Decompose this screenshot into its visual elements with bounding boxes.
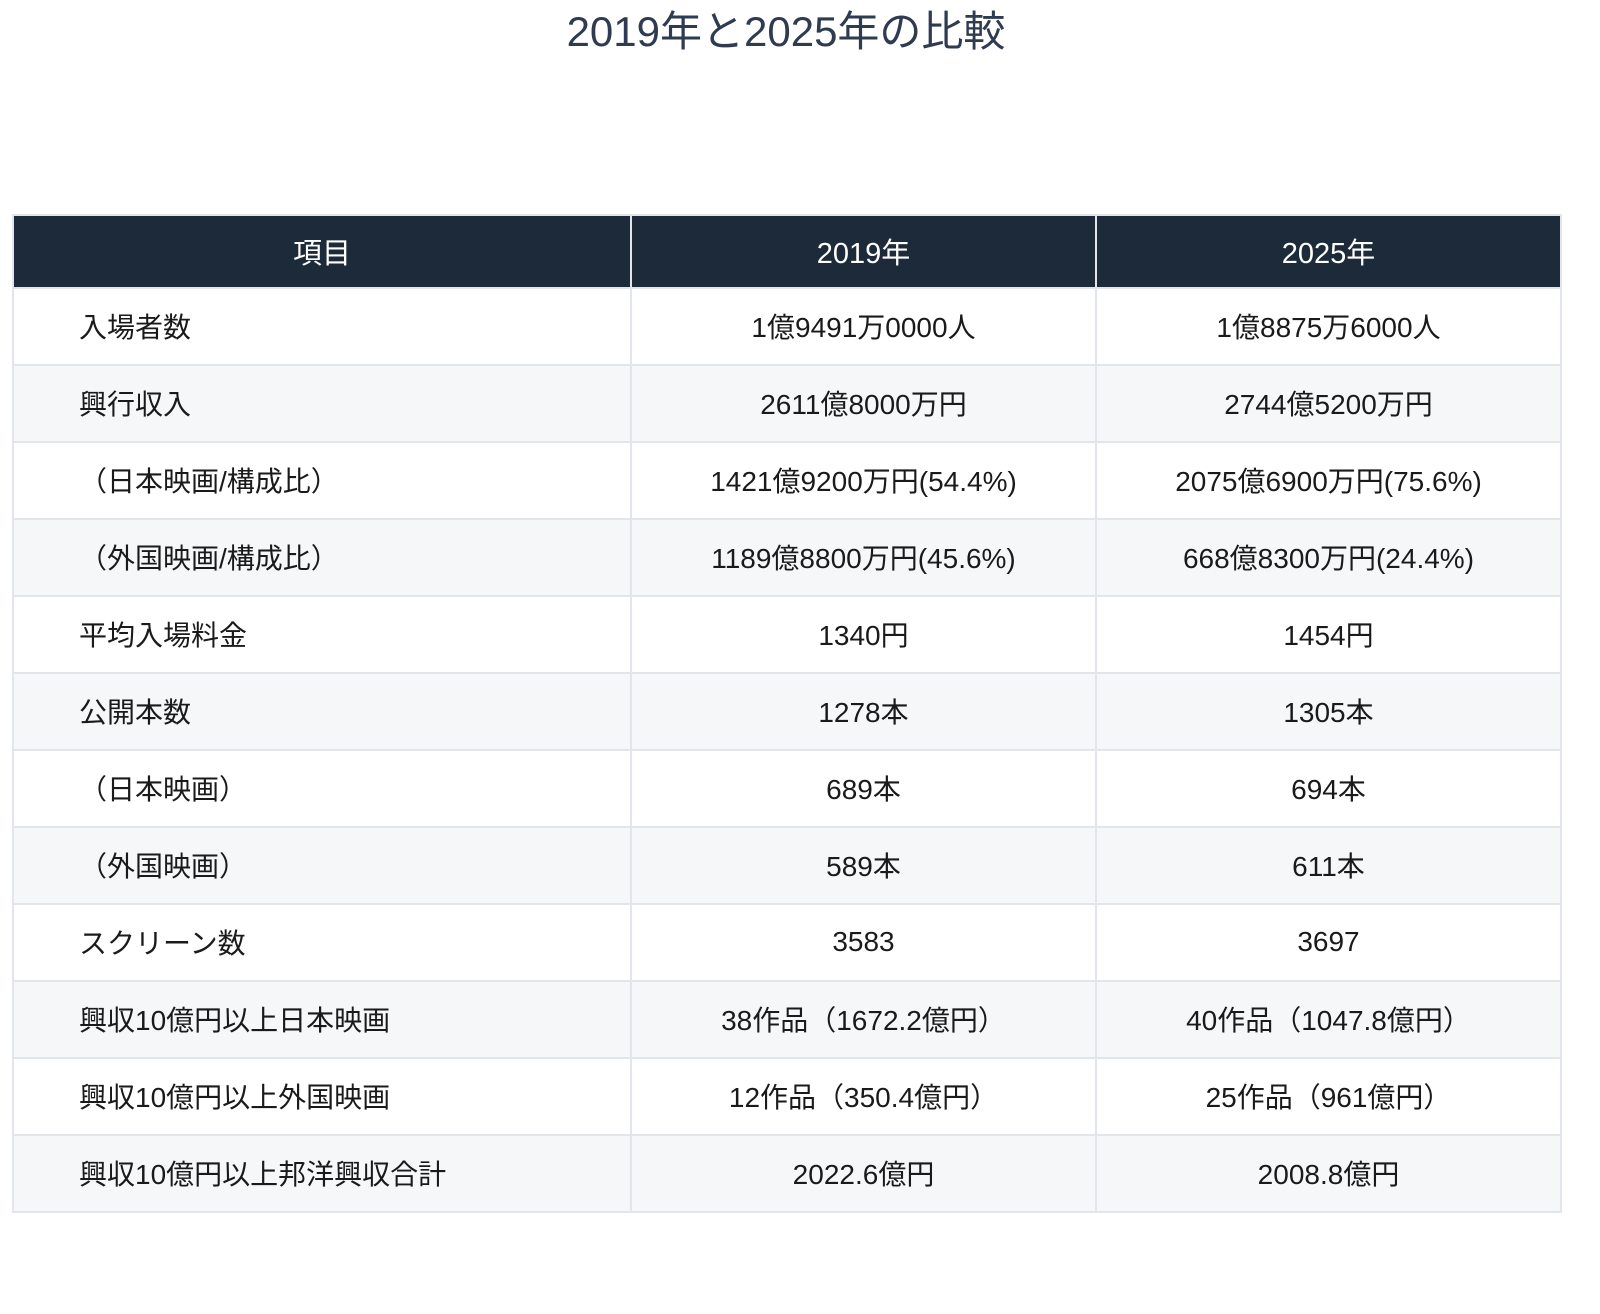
row-value-2025: 611本 (1095, 825, 1562, 905)
table-row: スクリーン数 3583 3697 (12, 902, 1562, 982)
row-value-2019: 689本 (630, 748, 1097, 828)
page: 2019年と2025年の比較 項目 2019年 2025年 入場者数 1億949… (12, 8, 1562, 1213)
row-label-cell: 興収10億円以上日本映画 (12, 979, 632, 1059)
page-title: 2019年と2025年の比較 (566, 8, 1006, 55)
header-row: 項目 2019年 2025年 (12, 213, 1562, 289)
row-value-2019: 1189億8800万円(45.6%) (630, 517, 1097, 597)
table-row: 平均入場料金 1340円 1454円 (12, 594, 1562, 674)
row-value-2025: 25作品（961億円） (1095, 1056, 1562, 1136)
row-label-cell: （日本映画） (12, 748, 632, 828)
row-label-cell: （外国映画/構成比） (12, 517, 632, 597)
table-row: 公開本数 1278本 1305本 (12, 671, 1562, 751)
table-row: （外国映画） 589本 611本 (12, 825, 1562, 905)
table-header: 項目 2019年 2025年 (12, 213, 1562, 289)
row-value-2025: 668億8300万円(24.4%) (1095, 517, 1562, 597)
row-value-2019: 2022.6億円 (630, 1133, 1097, 1213)
table-row: （日本映画） 689本 694本 (12, 748, 1562, 828)
row-value-2019: 589本 (630, 825, 1097, 905)
row-value-2019: 12作品（350.4億円） (630, 1056, 1097, 1136)
header-cell-2025: 2025年 (1095, 213, 1562, 289)
row-value-2019: 1421億9200万円(54.4%) (630, 440, 1097, 520)
row-value-2025: 3697 (1095, 902, 1562, 982)
row-label-cell: スクリーン数 (12, 902, 632, 982)
row-value-2019: 1340円 (630, 594, 1097, 674)
row-value-2025: 2075億6900万円(75.6%) (1095, 440, 1562, 520)
header-cell-item: 項目 (12, 213, 632, 289)
table-row: （日本映画/構成比） 1421億9200万円(54.4%) 2075億6900万… (12, 440, 1562, 520)
row-value-2019: 3583 (630, 902, 1097, 982)
row-value-2019: 2611億8000万円 (630, 363, 1097, 443)
table-row: 興収10億円以上邦洋興収合計 2022.6億円 2008.8億円 (12, 1133, 1562, 1213)
row-value-2019: 1億9491万0000人 (630, 286, 1097, 366)
header-cell-2019: 2019年 (630, 213, 1097, 289)
row-value-2025: 2744億5200万円 (1095, 363, 1562, 443)
table-row: 興行収入 2611億8000万円 2744億5200万円 (12, 363, 1562, 443)
row-value-2025: 40作品（1047.8億円） (1095, 979, 1562, 1059)
table-row: （外国映画/構成比） 1189億8800万円(45.6%) 668億8300万円… (12, 517, 1562, 597)
row-value-2019: 1278本 (630, 671, 1097, 751)
row-value-2019: 38作品（1672.2億円） (630, 979, 1097, 1059)
table-row: 興収10億円以上日本映画 38作品（1672.2億円） 40作品（1047.8億… (12, 979, 1562, 1059)
row-label-cell: 公開本数 (12, 671, 632, 751)
row-label-cell: 平均入場料金 (12, 594, 632, 674)
row-value-2025: 1305本 (1095, 671, 1562, 751)
row-label-cell: 興収10億円以上邦洋興収合計 (12, 1133, 632, 1213)
row-value-2025: 1億8875万6000人 (1095, 286, 1562, 366)
row-label-cell: 興行収入 (12, 363, 632, 443)
row-label-cell: （外国映画） (12, 825, 632, 905)
row-value-2025: 2008.8億円 (1095, 1133, 1562, 1213)
row-label-cell: （日本映画/構成比） (12, 440, 632, 520)
table-row: 興収10億円以上外国映画 12作品（350.4億円） 25作品（961億円） (12, 1056, 1562, 1136)
comparison-table: 項目 2019年 2025年 入場者数 1億9491万0000人 1億8875万… (12, 213, 1562, 1213)
table-row: 入場者数 1億9491万0000人 1億8875万6000人 (12, 286, 1562, 366)
row-value-2025: 1454円 (1095, 594, 1562, 674)
row-label-cell: 興収10億円以上外国映画 (12, 1056, 632, 1136)
table-body: 入場者数 1億9491万0000人 1億8875万6000人 興行収入 2611… (12, 286, 1562, 1213)
row-value-2025: 694本 (1095, 748, 1562, 828)
row-label-cell: 入場者数 (12, 286, 632, 366)
